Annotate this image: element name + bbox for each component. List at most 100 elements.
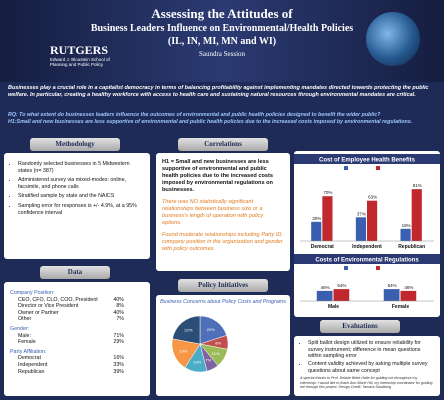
row-label: Other	[18, 316, 32, 323]
slice-label: 7%	[205, 357, 211, 362]
row-label: Democrat	[18, 355, 41, 362]
heading: Methodology	[30, 138, 120, 151]
bullet: Content validity achieved by asking mult…	[308, 361, 434, 374]
row-value: 7%	[116, 316, 124, 323]
heading: Data	[40, 266, 110, 279]
value-label: 54%	[337, 283, 346, 288]
bar	[355, 217, 366, 241]
row-label: Female	[18, 339, 36, 346]
author: Saundra Session	[198, 50, 246, 58]
row-value: 40%	[113, 309, 124, 316]
correlations-box: H1 = Small and new businesses are less s…	[156, 153, 290, 271]
data-row: CEO, CFO, CLO, COO, President 40%	[10, 297, 144, 304]
bar	[316, 290, 333, 301]
data-row: Male: 71%	[10, 333, 144, 340]
value-label: 37%	[357, 211, 366, 216]
value-label: 46%	[404, 285, 413, 290]
slice-label: 20%	[207, 326, 215, 331]
x-tick-label: Republican	[398, 244, 425, 250]
row-label: CEO, CFO, CLO, COO, President	[18, 296, 98, 303]
methodology-box: Randomly selected businesses in 5 Midwes…	[4, 153, 150, 259]
chart-title-bg	[294, 254, 440, 264]
x-tick-label: Female	[392, 304, 409, 310]
evaluations-box: Split ballot design utilized to ensure r…	[294, 336, 440, 396]
slice-label: 11%	[212, 350, 220, 355]
research-question: RQ: To what extent do businesses leaders…	[8, 112, 381, 118]
row-label: Director or Vice President	[18, 303, 79, 310]
bullet: Sampling error for responses is +/- 4.9%…	[18, 203, 144, 216]
group-title: Company Position:	[10, 290, 55, 296]
chart-title: Cost of Employee Health Benefits	[319, 158, 416, 164]
subtitle: Business Leaders Influence on Environmen…	[90, 23, 354, 34]
value-label: 81%	[413, 183, 422, 188]
bar	[311, 221, 322, 241]
bar	[383, 289, 400, 301]
finding: There was NO statistically significant r…	[162, 199, 264, 226]
slice-label: 19%	[179, 348, 187, 353]
value-label: 46%	[321, 285, 330, 290]
bullet: Randomly selected businesses in 5 Midwes…	[18, 161, 144, 174]
intro: Businesses play a crucial role in a capi…	[8, 85, 429, 98]
row-label: Independent	[18, 361, 48, 368]
legend-swatch	[376, 166, 380, 170]
logo-sub: Edward J. Bloustein School of Planning a…	[50, 57, 110, 67]
logo: RUTGERS	[50, 43, 109, 57]
value-label: 70%	[323, 190, 332, 195]
pie-title: Business Concerns about Policy Costs and…	[160, 299, 286, 305]
bullet: Administered survey via mixed-modes: onl…	[18, 177, 144, 190]
group-title: Party Affiliation:	[10, 348, 47, 355]
legend-label: High Concern	[381, 166, 409, 171]
bullet: Split ballot design utilized to ensure r…	[308, 340, 434, 360]
bar	[333, 289, 350, 301]
title: Assessing the Attitudes of	[151, 6, 293, 21]
group-title: Gender:	[10, 325, 30, 332]
data-row: Female 29%	[10, 339, 144, 346]
slice-label: 13%	[193, 359, 201, 364]
chart-title-bg	[294, 154, 440, 164]
note: A special thanks to Prof. Debbie Bette H…	[300, 376, 433, 390]
row-value: 39%	[113, 368, 124, 375]
x-tick-label: Democrat	[311, 244, 334, 250]
bar	[400, 290, 417, 301]
row-value: 40%	[113, 296, 124, 303]
data-box: Company Position: CEO, CFO, CLO, COO, Pre…	[4, 282, 150, 396]
heading: Correlations	[178, 138, 268, 151]
bar	[400, 228, 411, 241]
bullet: Stratified sample by state and the NAICS	[18, 193, 144, 200]
bar	[322, 196, 333, 241]
row-value: 33%	[113, 361, 124, 368]
row-label: Republican	[18, 368, 45, 375]
row-value: 29%	[113, 339, 124, 346]
chart-title: Costs of Environmental Regulations	[315, 258, 419, 264]
row-label: Owner or Partner	[18, 309, 59, 316]
row-value: 16%	[113, 355, 124, 362]
value-label: 63%	[368, 195, 377, 200]
bar-charts: Cost of Employee Health Benefits No Conce…	[294, 154, 440, 310]
value-label: 19%	[402, 223, 411, 228]
pie-chart: 20% 8% 11%7% 13% 19% 22%	[171, 315, 229, 372]
value-label: 54%	[388, 283, 397, 288]
correlation-text: H1 = Small and new businesses are less s…	[162, 159, 273, 193]
finding: Found moderate relationships including P…	[162, 232, 283, 252]
legend-swatch	[344, 166, 348, 170]
legend-swatch	[344, 266, 348, 270]
legend-label: No Concern	[349, 266, 374, 271]
slice-label: 8%	[215, 340, 221, 345]
x-tick-label: Independent	[352, 244, 382, 250]
hypothesis: H1:Small and new businesses are less sup…	[8, 119, 413, 125]
heading: Policy Initiatives	[178, 279, 268, 292]
row-value: 8%	[116, 303, 124, 310]
bar	[411, 189, 422, 241]
charts-box: Cost of Employee Health Benefits No Conce…	[294, 151, 440, 317]
slice-label: 22%	[184, 327, 192, 332]
row-label: Male:	[18, 332, 31, 339]
x-tick-label: Male	[328, 304, 339, 310]
data-row: Democrat 16%	[10, 355, 144, 362]
legend-swatch	[376, 266, 380, 270]
bar	[367, 200, 378, 241]
data-row: Director or Vice President 8%	[10, 303, 144, 310]
pie-slice	[172, 315, 201, 344]
data-row: Republican 39%	[10, 369, 144, 376]
heading: Evaluations	[320, 320, 400, 333]
